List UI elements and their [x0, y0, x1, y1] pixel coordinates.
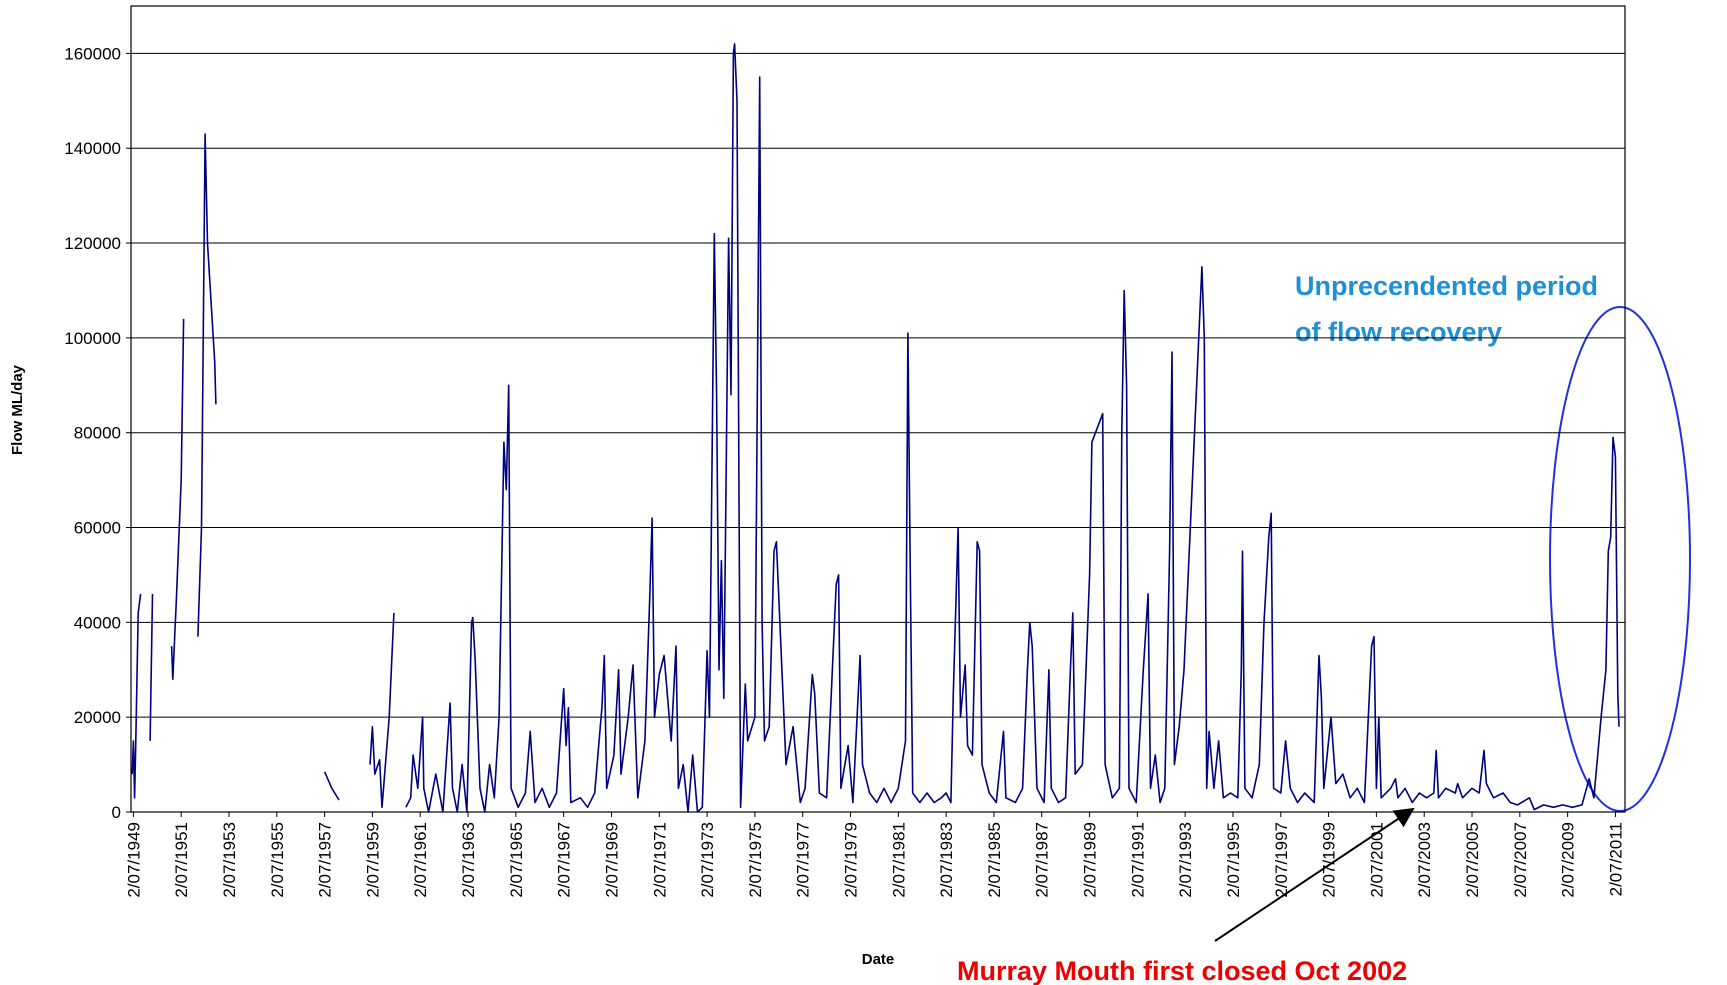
x-tick-label: 2/07/1979	[842, 822, 861, 898]
x-tick-label: 2/07/1999	[1320, 822, 1339, 898]
x-tick-label: 2/07/2009	[1559, 822, 1578, 898]
x-tick-label: 2/07/1987	[1033, 822, 1052, 898]
annotation: of flow recovery	[1295, 317, 1502, 347]
x-tick-label: 2/07/1995	[1224, 822, 1243, 898]
x-tick-label: 2/07/1977	[794, 822, 813, 898]
y-tick-label: 160000	[64, 44, 121, 63]
x-tick-label: 2/07/1997	[1272, 822, 1291, 898]
x-tick-label: 2/07/1957	[316, 822, 335, 898]
x-tick-label: 2/07/1967	[555, 822, 574, 898]
x-tick-label: 2/07/2011	[1606, 822, 1625, 896]
highlight-ellipse	[1549, 306, 1691, 812]
y-tick-label: 100000	[64, 329, 121, 348]
y-tick-label: 140000	[64, 139, 121, 158]
x-tick-label: 2/07/1951	[172, 822, 191, 898]
y-tick-label: 60000	[74, 519, 121, 538]
y-tick-label: 40000	[74, 613, 121, 632]
x-tick-label: 2/07/1993	[1176, 822, 1195, 898]
x-tick-label: 2/07/2007	[1511, 822, 1530, 898]
y-axis-title: Flow ML/day	[9, 364, 26, 455]
x-tick-label: 2/07/1963	[459, 822, 478, 898]
x-tick-label: 2/07/1955	[268, 822, 287, 898]
y-tick-label: 80000	[74, 424, 121, 443]
x-tick-label: 2/07/1973	[698, 822, 717, 898]
x-tick-label: 2/07/2003	[1415, 822, 1434, 898]
x-tick-label: 2/07/1969	[602, 822, 621, 898]
x-tick-label: 2/07/1985	[985, 822, 1004, 898]
x-axis-title: Date	[862, 951, 895, 968]
x-tick-label: 2/07/1991	[1128, 822, 1147, 898]
x-tick-label: 2/07/1975	[746, 822, 765, 898]
x-tick-label: 2/07/1971	[650, 822, 669, 898]
x-tick-label: 2/07/1981	[889, 822, 908, 898]
y-tick-label: 120000	[64, 234, 121, 253]
x-tick-label: 2/07/2001	[1367, 822, 1386, 898]
x-tick-label: 2/07/1965	[507, 822, 526, 898]
annotation: Unprecendented period	[1295, 271, 1598, 301]
x-tick-label: 2/07/1983	[937, 822, 956, 898]
plot-frame	[130, 5, 1626, 813]
annotation-arrow	[1214, 807, 1415, 942]
x-tick-label: 2/07/1959	[363, 822, 382, 898]
flow-line	[131, 43, 1620, 813]
x-tick-label: 2/07/1949	[124, 822, 143, 898]
y-tick-label: 20000	[74, 708, 121, 727]
y-tick-label: 0	[112, 803, 121, 822]
x-tick-label: 2/07/2005	[1463, 822, 1482, 898]
x-tick-label: 2/07/1953	[220, 822, 239, 898]
x-tick-label: 2/07/1961	[411, 822, 430, 898]
annotation: Murray Mouth first closed Oct 2002	[957, 956, 1407, 985]
x-tick-label: 2/07/1989	[1081, 822, 1100, 898]
